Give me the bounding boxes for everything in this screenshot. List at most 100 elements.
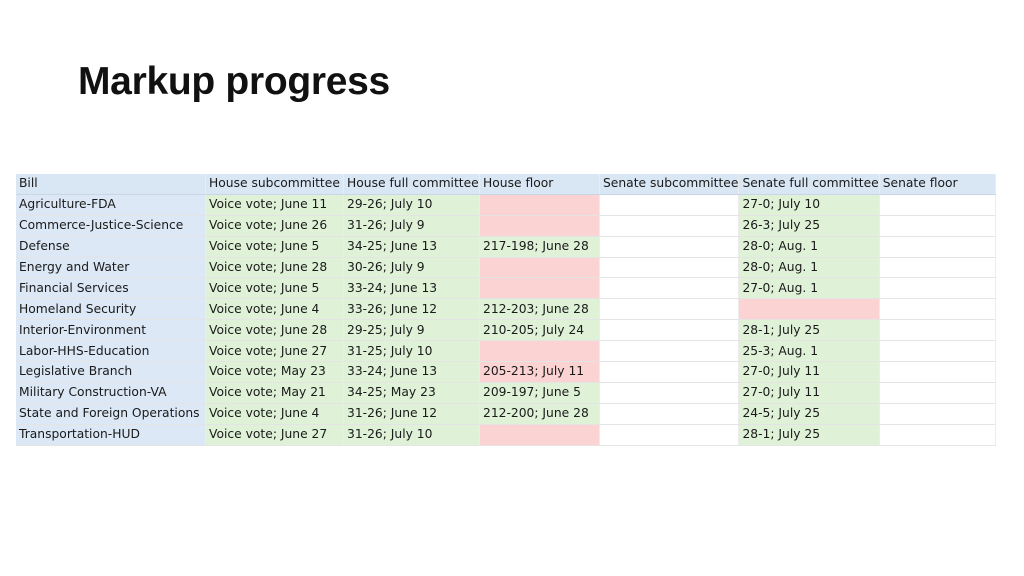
senate-subcommittee-cell [599,298,740,321]
table-row: Military Construction-VA Voice vote; May … [16,382,996,404]
bill-name-cell: Military Construction-VA [16,382,206,404]
senate-subcommittee-cell [599,340,740,363]
house-floor-cell [479,215,600,237]
senate-full-committee-cell: 27-0; Aug. 1 [738,277,880,300]
senate-floor-cell [879,319,996,342]
house-floor-cell [479,277,600,300]
house-subcommittee-cell: Voice vote; June 28 [205,319,344,342]
house-subcommittee-cell: Voice vote; June 28 [205,257,344,279]
senate-floor-cell [879,298,996,321]
senate-floor-cell [879,194,996,216]
senate-subcommittee-cell [599,403,740,425]
house-floor-cell: 209-197; June 5 [479,382,600,404]
table-row: Energy and Water Voice vote; June 28 30-26… [16,257,996,279]
house-subcommittee-cell: Voice vote; June 4 [205,298,344,321]
house-full-committee-cell: 31-26; July 10 [343,424,480,446]
house-floor-cell [479,194,600,216]
senate-subcommittee-cell [599,361,740,383]
senate-subcommittee-cell [599,194,740,216]
senate-full-committee-cell: 28-1; July 25 [738,424,880,446]
table-row: Homeland Security Voice vote; June 4 33-26… [16,298,996,321]
house-full-committee-cell: 30-26; July 9 [343,257,480,279]
table-row: Interior-Environment Voice vote; June 28 2… [16,319,996,342]
bill-name-cell: Homeland Security [16,298,206,321]
bill-name-cell: Transportation-HUD [16,424,206,446]
bill-name-cell: Interior-Environment [16,319,206,342]
senate-full-committee-cell: 27-0; July 11 [738,361,880,383]
senate-full-committee-cell: 28-0; Aug. 1 [738,257,880,279]
house-floor-cell: 210-205; July 24 [479,319,600,342]
senate-full-committee-cell: 27-0; July 11 [738,382,880,404]
house-full-committee-cell: 33-24; June 13 [343,277,480,300]
senate-full-committee-cell: 28-1; July 25 [738,319,880,342]
column-header-house-full-committee: House full committee [343,174,480,195]
bill-name-cell: Agriculture-FDA [16,194,206,216]
column-header-senate-full-committee: Senate full committee [738,174,880,195]
column-header-senate-floor: Senate floor [879,174,996,195]
house-subcommittee-cell: Voice vote; June 5 [205,236,344,258]
house-subcommittee-cell: Voice vote; May 23 [205,361,344,383]
table-row: Legislative Branch Voice vote; May 23 33-2… [16,361,996,383]
markup-progress-table: Bill House subcommittee House full commi… [16,174,996,446]
house-floor-cell: 212-200; June 28 [479,403,600,425]
senate-full-committee-cell: 28-0; Aug. 1 [738,236,880,258]
senate-subcommittee-cell [599,424,740,446]
senate-subcommittee-cell [599,236,740,258]
table-body: Agriculture-FDA Voice vote; June 11 29-26;… [16,194,996,446]
senate-subcommittee-cell [599,257,740,279]
house-floor-cell: 212-203; June 28 [479,298,600,321]
house-subcommittee-cell: Voice vote; June 26 [205,215,344,237]
house-floor-cell [479,257,600,279]
senate-full-committee-cell: 24-5; July 25 [738,403,880,425]
senate-floor-cell [879,340,996,363]
house-subcommittee-cell: Voice vote; June 11 [205,194,344,216]
house-subcommittee-cell: Voice vote; June 5 [205,277,344,300]
house-full-committee-cell: 33-24; June 13 [343,361,480,383]
table-row: Commerce-Justice-Science Voice vote; June… [16,215,996,237]
house-full-committee-cell: 29-25; July 9 [343,319,480,342]
senate-full-committee-cell: 25-3; Aug. 1 [738,340,880,363]
table-row: Defense Voice vote; June 5 34-25; June 13 2… [16,236,996,258]
house-subcommittee-cell: Voice vote; June 4 [205,403,344,425]
senate-subcommittee-cell [599,277,740,300]
house-floor-cell: 205-213; July 11 [479,361,600,383]
senate-floor-cell [879,403,996,425]
column-header-senate-subcommittee: Senate subcommittee [599,174,740,195]
house-subcommittee-cell: Voice vote; May 21 [205,382,344,404]
column-header-house-floor: House floor [479,174,600,195]
bill-name-cell: Commerce-Justice-Science [16,215,206,237]
house-full-committee-cell: 33-26; June 12 [343,298,480,321]
house-subcommittee-cell: Voice vote; June 27 [205,340,344,363]
senate-floor-cell [879,215,996,237]
table-row: Labor-HHS-Education Voice vote; June 27 31… [16,340,996,363]
senate-floor-cell [879,277,996,300]
bill-name-cell: Labor-HHS-Education [16,340,206,363]
bill-name-cell: Legislative Branch [16,361,206,383]
senate-subcommittee-cell [599,215,740,237]
senate-floor-cell [879,382,996,404]
slide-title: Markup progress [78,60,390,103]
table-row: Agriculture-FDA Voice vote; June 11 29-26;… [16,194,996,216]
senate-full-committee-cell [738,298,880,321]
house-full-committee-cell: 29-26; July 10 [343,194,480,216]
senate-subcommittee-cell [599,319,740,342]
bill-name-cell: State and Foreign Operations [16,403,206,425]
house-full-committee-cell: 34-25; May 23 [343,382,480,404]
house-subcommittee-cell: Voice vote; June 27 [205,424,344,446]
column-header-bill: Bill [16,174,206,195]
senate-floor-cell [879,361,996,383]
senate-full-committee-cell: 26-3; July 25 [738,215,880,237]
table-row: Financial Services Voice vote; June 5 33-2… [16,277,996,300]
table-row: State and Foreign Operations Voice vote; … [16,403,996,425]
table-header-row: Bill House subcommittee House full commi… [16,174,996,195]
senate-full-committee-cell: 27-0; July 10 [738,194,880,216]
senate-floor-cell [879,424,996,446]
house-full-committee-cell: 31-26; July 9 [343,215,480,237]
senate-subcommittee-cell [599,382,740,404]
house-full-committee-cell: 31-25; July 10 [343,340,480,363]
senate-floor-cell [879,257,996,279]
column-header-house-subcommittee: House subcommittee [205,174,344,195]
bill-name-cell: Energy and Water [16,257,206,279]
house-full-committee-cell: 31-26; June 12 [343,403,480,425]
house-floor-cell: 217-198; June 28 [479,236,600,258]
